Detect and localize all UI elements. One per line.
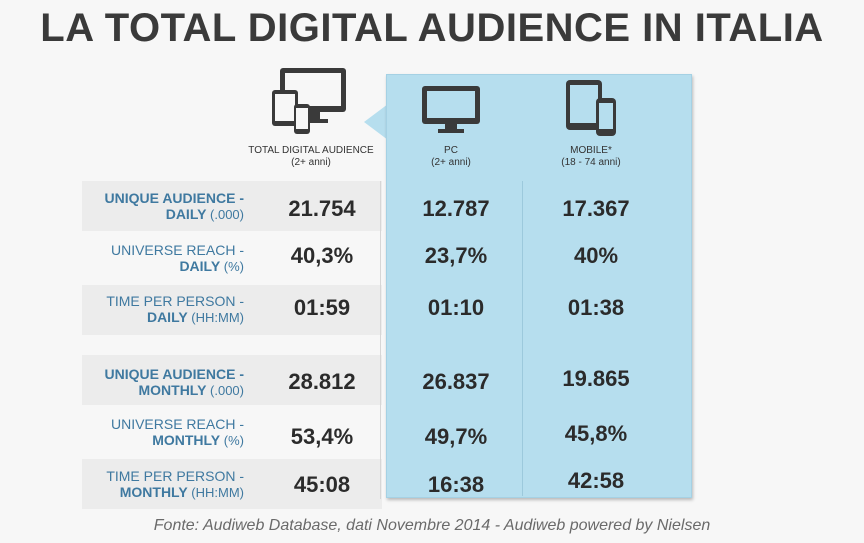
row-label-line1: TIME PER PERSON - (106, 293, 244, 309)
column-label: MOBILE* (570, 145, 612, 156)
row-label-time-daily: TIME PER PERSON - DAILY (HH:MM) (82, 293, 244, 326)
value-cell: 40,3% (290, 243, 354, 268)
column-label: PC (444, 145, 458, 156)
value-cell: 01:38 (567, 295, 625, 320)
value-cell: 19.865 (562, 366, 630, 391)
page-title: LA TOTAL DIGITAL AUDIENCE IN ITALIA (40, 6, 824, 50)
panel-notch (364, 104, 388, 140)
column-divider (522, 181, 523, 496)
row-label-period: MONTHLY (119, 484, 188, 500)
row-label-period: DAILY (165, 206, 207, 222)
row-label-unit: (.000) (206, 383, 244, 398)
row-stripe (82, 285, 382, 335)
row-label-reach-monthly: UNIVERSE REACH - MONTHLY (%) (82, 416, 244, 449)
value-cell: 42:58 (567, 468, 625, 493)
row-stripe (82, 181, 382, 231)
column-label: TOTAL DIGITAL AUDIENCE (248, 145, 374, 156)
value-cell: 17.367 (562, 196, 630, 221)
value-cell: 49,7% (424, 424, 488, 449)
desktop-monitor-icon (422, 86, 480, 133)
value-cell: 45,8% (564, 421, 628, 446)
row-label-period: MONTHLY (138, 382, 207, 398)
row-label-line1: UNIQUE AUDIENCE - (104, 366, 245, 382)
row-label-unit: (%) (220, 259, 244, 274)
tablet-phone-icon (566, 80, 616, 136)
row-label-period: DAILY (146, 309, 188, 325)
row-label-time-monthly: TIME PER PERSON - MONTHLY (HH:MM) (82, 468, 244, 501)
column-header-mobile: MOBILE* (18 - 74 anni) (541, 145, 641, 169)
column-header-total: TOTAL DIGITAL AUDIENCE (2+ anni) (236, 145, 386, 169)
column-sublabel: (18 - 74 anni) (561, 157, 621, 168)
row-label-line1: UNIVERSE REACH - (110, 242, 244, 258)
value-cell: 26.837 (422, 369, 490, 394)
value-cell: 23,7% (424, 243, 488, 268)
value-cell: 01:59 (293, 295, 351, 320)
row-label-period: MONTHLY (152, 432, 221, 448)
row-stripe (82, 459, 382, 509)
row-label-unique-daily: UNIQUE AUDIENCE - DAILY (.000) (82, 190, 245, 223)
row-label-unique-monthly: UNIQUE AUDIENCE - MONTHLY (.000) (82, 366, 245, 399)
value-cell: 40% (573, 243, 619, 268)
value-cell: 16:38 (427, 472, 485, 497)
row-label-unit: (%) (220, 433, 244, 448)
row-label-line1: UNIQUE AUDIENCE - (104, 190, 245, 206)
column-divider (380, 181, 381, 499)
value-cell: 28.812 (288, 369, 356, 394)
column-header-pc: PC (2+ anni) (401, 145, 501, 169)
row-label-unit: (HH:MM) (187, 310, 244, 325)
multi-device-icon (272, 68, 346, 134)
value-cell: 21.754 (288, 196, 356, 221)
row-stripe (82, 355, 382, 405)
row-label-period: DAILY (179, 258, 221, 274)
column-sublabel: (2+ anni) (291, 157, 331, 168)
value-cell: 45:08 (293, 472, 351, 497)
row-label-line1: UNIVERSE REACH - (110, 416, 244, 432)
value-cell: 53,4% (290, 424, 354, 449)
row-label-unit: (HH:MM) (187, 485, 244, 500)
value-cell: 12.787 (422, 196, 490, 221)
column-sublabel: (2+ anni) (431, 157, 471, 168)
row-label-reach-daily: UNIVERSE REACH - DAILY (%) (82, 242, 244, 275)
row-label-unit: (.000) (206, 207, 244, 222)
value-cell: 01:10 (427, 295, 485, 320)
row-label-line1: TIME PER PERSON - (106, 468, 244, 484)
source-footnote: Fonte: Audiweb Database, dati Novembre 2… (153, 517, 711, 534)
highlight-panel (386, 74, 692, 498)
